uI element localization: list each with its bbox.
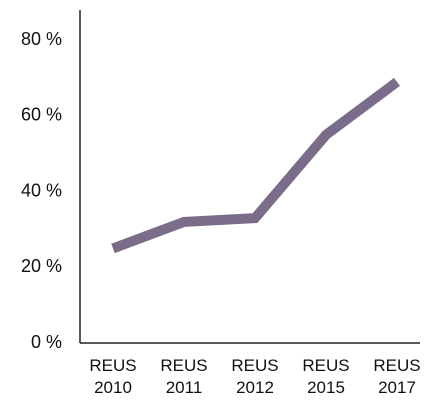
y-tick-label: 40 % (21, 180, 62, 200)
x-tick-label: REUS 2012 (231, 356, 279, 397)
x-tick-label: REUS 2015 (302, 356, 350, 397)
x-tick-label: REUS 2010 (89, 356, 137, 397)
line (111, 77, 400, 254)
x-tick-label: REUS 2011 (160, 356, 208, 397)
y-tick-label: 20 % (21, 256, 62, 276)
y-tick-label: 60 % (21, 105, 62, 125)
x-tick-label: REUS 2017 (373, 356, 421, 397)
y-tick-label: 80 % (21, 29, 62, 49)
y-tick-label: 0 % (31, 332, 62, 352)
